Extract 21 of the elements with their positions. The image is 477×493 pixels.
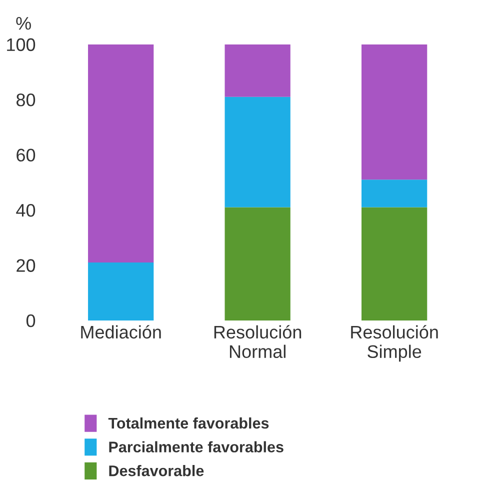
x-tick-label: Resolución Simple <box>351 325 438 362</box>
bar <box>224 44 290 97</box>
bar <box>224 207 290 320</box>
x-tick-label: Resolución Normal <box>214 325 302 358</box>
bar <box>224 96 290 208</box>
y-tick-label: 0 <box>26 314 36 328</box>
legend-label: Desfavorable <box>109 465 204 476</box>
bar <box>88 262 154 320</box>
y-axis-title: % <box>16 17 31 30</box>
y-tick-label: 40 <box>16 204 36 217</box>
bar <box>362 44 428 180</box>
legend-label: Parcialmente favorables <box>109 441 284 452</box>
bar <box>362 180 428 208</box>
bar <box>362 207 428 320</box>
bar <box>88 44 154 262</box>
y-tick-label: 100 <box>7 38 36 52</box>
y-tick-label: 60 <box>16 148 36 162</box>
x-tick-label: Mediación <box>81 325 161 339</box>
y-tick-label: 20 <box>16 259 36 272</box>
legend-label: Totalmente favorables <box>108 417 269 429</box>
y-tick-label: 80 <box>16 94 36 106</box>
